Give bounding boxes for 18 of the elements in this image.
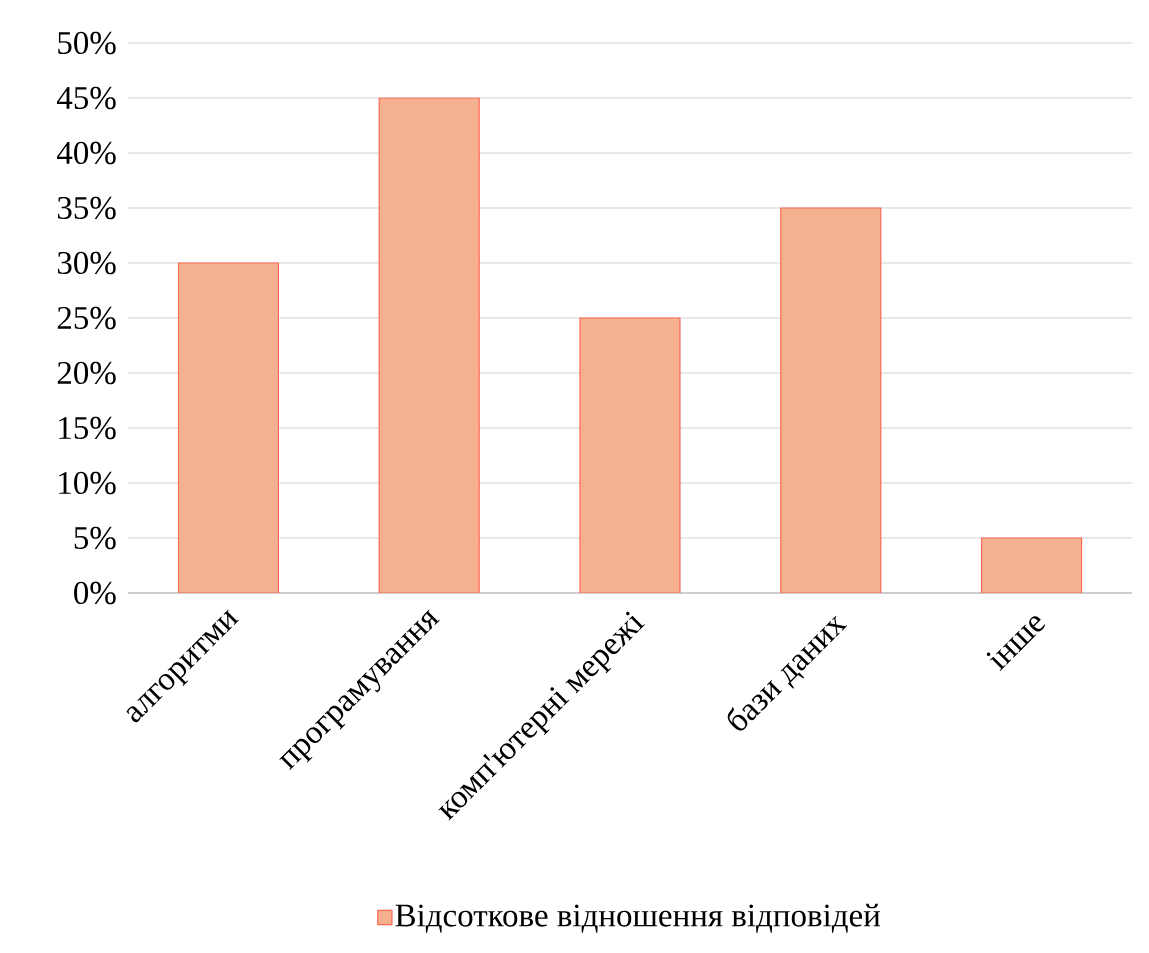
- bar: [780, 207, 882, 593]
- y-tick-label: 40%: [56, 141, 116, 165]
- y-tick-label: 25%: [57, 306, 116, 330]
- y-tick-label: 5%: [74, 526, 116, 550]
- legend-label: Відсоткове відношення відповідей: [395, 903, 881, 933]
- bar: [177, 262, 279, 593]
- y-tick-label: 50%: [58, 31, 116, 55]
- y-tick-label: 15%: [59, 416, 116, 440]
- y-tick-label: 45%: [56, 86, 116, 110]
- bar: [579, 317, 681, 593]
- bar: [378, 97, 480, 593]
- y-tick-label: 30%: [57, 251, 116, 275]
- bar: [980, 537, 1083, 593]
- y-tick-label: 10%: [59, 471, 116, 495]
- y-tick-label: 0%: [74, 581, 116, 605]
- x-tick-label: інше: [986, 616, 1046, 672]
- y-tick-label: 20%: [57, 361, 116, 385]
- y-tick-label: 35%: [57, 196, 116, 220]
